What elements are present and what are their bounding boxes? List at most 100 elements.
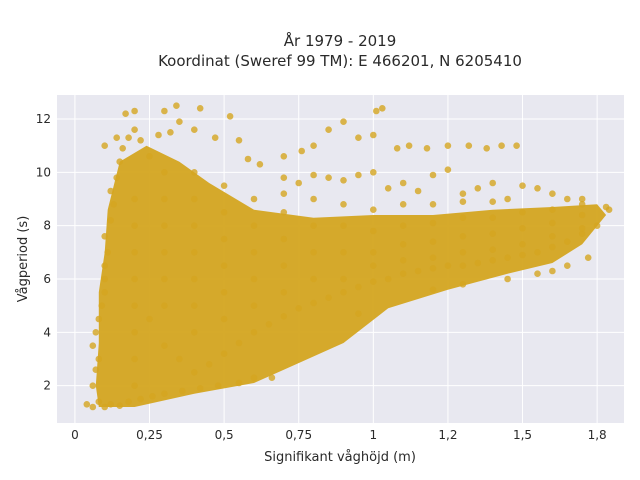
y-axis-label: Vågperiod (s) <box>16 216 31 303</box>
data-point <box>131 329 138 336</box>
data-point <box>173 102 180 109</box>
data-point <box>370 131 377 139</box>
data-point <box>549 267 556 275</box>
data-point <box>191 369 198 376</box>
data-point <box>549 190 556 197</box>
data-point <box>444 166 452 173</box>
data-point <box>459 262 467 270</box>
data-point <box>179 387 186 395</box>
data-point <box>340 177 347 184</box>
data-point <box>310 195 317 203</box>
data-point <box>534 185 541 192</box>
data-point <box>325 174 332 181</box>
data-point <box>176 118 183 125</box>
data-point <box>220 262 228 270</box>
data-point <box>399 222 407 229</box>
data-point <box>137 137 144 144</box>
data-point <box>101 142 108 149</box>
data-point <box>146 153 153 160</box>
x-tick-label: 0,5 <box>215 428 234 442</box>
data-point <box>125 398 132 406</box>
data-point <box>355 310 362 318</box>
data-point <box>161 169 168 176</box>
data-point <box>519 225 526 232</box>
x-tick-label: 1,2 <box>438 428 457 442</box>
data-point <box>602 203 610 211</box>
data-point <box>459 249 467 256</box>
data-point <box>191 329 198 336</box>
data-point <box>161 107 168 115</box>
data-point <box>310 142 317 149</box>
data-point <box>340 275 347 283</box>
data-point <box>340 201 347 208</box>
data-point <box>131 302 138 310</box>
data-point <box>429 286 437 294</box>
data-point <box>310 249 317 256</box>
data-point <box>444 262 452 270</box>
data-point <box>211 134 219 141</box>
data-point <box>355 134 362 141</box>
data-point <box>459 198 467 205</box>
data-point <box>196 105 204 112</box>
data-point <box>191 302 198 310</box>
data-point <box>414 187 422 195</box>
data-point <box>483 145 491 152</box>
data-point <box>220 350 228 358</box>
data-point <box>310 222 317 229</box>
data-point <box>131 222 138 229</box>
data-point <box>280 262 288 270</box>
data-point <box>220 182 228 189</box>
data-point <box>549 206 556 213</box>
data-point <box>131 195 138 203</box>
data-point <box>250 275 258 283</box>
data-point <box>244 155 252 163</box>
data-point <box>519 241 526 248</box>
data-point <box>310 299 317 307</box>
data-point <box>250 302 258 310</box>
data-point <box>250 195 258 203</box>
data-point <box>116 402 123 410</box>
data-point <box>250 249 258 256</box>
data-point <box>161 249 168 256</box>
data-point <box>298 147 306 155</box>
data-point <box>414 267 422 275</box>
data-point <box>107 187 114 195</box>
data-point <box>549 219 556 227</box>
data-point <box>373 107 380 115</box>
data-point <box>110 201 117 208</box>
data-point <box>95 315 103 323</box>
data-point <box>370 227 377 235</box>
data-point <box>370 206 377 213</box>
data-point <box>429 201 437 208</box>
data-point <box>137 395 144 403</box>
x-tick-label: 0,25 <box>136 428 163 442</box>
data-point <box>310 275 317 283</box>
data-point <box>161 275 168 283</box>
data-point <box>191 126 198 133</box>
data-point <box>340 118 347 125</box>
data-point <box>196 385 204 392</box>
data-point <box>584 254 592 261</box>
data-point <box>280 235 288 243</box>
y-tick-label: 10 <box>36 165 51 179</box>
data-point <box>280 174 288 181</box>
data-point <box>399 270 407 278</box>
data-point <box>549 233 556 240</box>
data-point <box>310 171 317 179</box>
data-point <box>89 403 97 411</box>
data-point <box>101 233 108 240</box>
x-tick-label: 1,8 <box>588 428 607 442</box>
x-tick-label: 1 <box>370 428 378 442</box>
data-point <box>379 105 386 112</box>
data-point <box>370 169 377 176</box>
data-point <box>113 134 120 141</box>
data-point <box>399 179 407 187</box>
data-point <box>459 190 467 197</box>
data-point <box>131 355 138 363</box>
y-tick-label: 12 <box>36 112 51 126</box>
data-point <box>265 321 273 328</box>
data-point <box>101 289 108 296</box>
data-point <box>429 171 437 179</box>
data-point <box>578 195 586 203</box>
data-point <box>95 355 103 363</box>
